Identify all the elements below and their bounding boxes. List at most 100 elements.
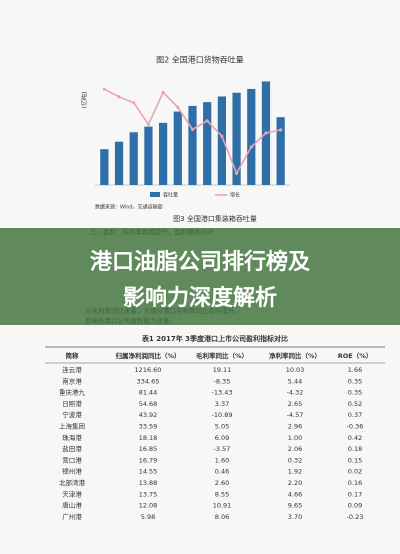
table-cell: 盐田港 (62, 444, 82, 453)
table-cell: 33.59 (139, 423, 158, 431)
line-point (205, 119, 209, 123)
bar (232, 92, 241, 185)
table-cell: 北部湾港 (59, 478, 86, 487)
table-cell: -0.23 (347, 513, 364, 521)
bar (203, 102, 212, 185)
line-point (102, 87, 106, 91)
y-axis-label: (亿吨) (81, 92, 89, 109)
table-cell: 334.65 (137, 377, 160, 385)
legend-swatch (150, 192, 160, 197)
bar (100, 149, 109, 185)
line-point (190, 127, 195, 132)
table-cell: 2.20 (288, 479, 302, 487)
table-cell: 唐山港 (62, 501, 82, 510)
legend-label: 增长 (230, 192, 240, 199)
bar (276, 117, 285, 185)
table-title: 表1 2017年 3季度港口上市公司盈利指标对比 (141, 334, 288, 343)
table-cell: 0.02 (348, 468, 362, 476)
table-cell: 54.68 (139, 400, 158, 408)
table-cell: 日照港 (62, 399, 82, 408)
figure-title: 图3 全国港口集装箱吞吐量 (173, 214, 257, 223)
table-cell: 5.05 (215, 423, 229, 431)
bar (247, 88, 256, 185)
line-point (117, 95, 121, 99)
legend-label: 吞吐量 (163, 192, 178, 199)
table-cell: 1.66 (348, 366, 362, 374)
banner (0, 228, 400, 325)
table-cell: 5.98 (141, 513, 155, 521)
table-cell: 2.06 (288, 445, 302, 453)
table-cell: 10.03 (286, 366, 305, 374)
table-cell: 锦州港 (62, 467, 82, 476)
table-cell: 1216.60 (135, 366, 162, 374)
table-cell: -10.89 (212, 411, 233, 419)
line-point (279, 128, 283, 132)
table-cell: 重庆港九 (59, 388, 86, 397)
table-cell: -3.57 (214, 445, 231, 453)
table-cell: 珠海港 (62, 433, 82, 442)
bar (129, 132, 138, 185)
table-cell: 0.35 (348, 377, 362, 385)
table-cell: 43.92 (139, 411, 158, 419)
table-cell: 8.55 (215, 490, 229, 498)
table-cell: 0.09 (348, 502, 362, 510)
line-point (249, 145, 253, 149)
table-cell: -0.36 (347, 423, 364, 431)
table-cell: 19.11 (213, 366, 232, 374)
table-cell: 0.46 (215, 468, 229, 476)
table-header: 归属净利润同比（%） (115, 351, 180, 360)
table-cell: 2.60 (215, 479, 229, 487)
table-cell: 3.70 (288, 513, 302, 521)
table-header: 简称 (66, 351, 80, 360)
table-cell: 0.52 (348, 400, 362, 408)
table-cell: 4.66 (288, 490, 302, 498)
table-cell: 宁波港 (62, 410, 82, 419)
line-point (220, 134, 224, 138)
table-cell: 12.08 (139, 502, 158, 510)
table-cell: 连云港 (62, 365, 82, 374)
table-cell: 8.06 (215, 513, 229, 521)
table-cell: 0.16 (348, 479, 362, 487)
banner-title: 影响力深度解析 (123, 285, 277, 311)
line-point (132, 101, 136, 105)
table-cell: -4.57 (287, 411, 304, 419)
table-cell: 13.75 (139, 490, 158, 498)
table-cell: 1.92 (288, 468, 302, 476)
table-cell: 0.32 (288, 456, 302, 464)
table-header: ROE（%） (338, 352, 372, 360)
table-cell: 广州港 (62, 512, 82, 521)
table-cell: 9.65 (288, 502, 302, 510)
table-cell: 0.37 (348, 411, 362, 419)
table-cell: 天津港 (62, 489, 82, 498)
bar (159, 122, 168, 185)
table-cell: 6.09 (215, 434, 229, 442)
table-cell: 18.18 (139, 434, 158, 442)
bar (173, 111, 182, 185)
chart: 吞吐量 增长 (100, 81, 285, 199)
table: 简称 归属净利润同比（%） 毛利率同比（%） 净利率同比（%） ROE（%） 连云港 121… (45, 346, 385, 521)
line-point (161, 90, 165, 94)
table-cell: 5.44 (288, 377, 302, 385)
table-cell: 3.37 (215, 400, 229, 408)
table-header: 净利率同比（%） (269, 351, 321, 360)
table-cell: 0.35 (348, 389, 362, 397)
source-note: 数据来源：Wind，交通运输部 (95, 204, 163, 211)
banner-title: 港口油脂公司排行榜及 (90, 249, 311, 275)
line-point (234, 171, 239, 175)
table-cell: 1.00 (288, 434, 302, 442)
table-cell: -13.43 (212, 389, 233, 397)
bar (217, 96, 226, 185)
table-cell: 2.65 (288, 400, 302, 408)
line-point (264, 131, 268, 135)
line-point (176, 105, 180, 109)
line-point (146, 122, 151, 127)
bar (114, 141, 124, 185)
table-cell: 2.96 (288, 423, 302, 431)
table-cell: -8.35 (214, 377, 231, 385)
table-cell: 16.85 (139, 445, 158, 453)
table-cell: 0.42 (348, 434, 362, 442)
table-cell: 1.60 (215, 456, 229, 464)
table-cell: 营口港 (62, 455, 82, 464)
table-cell: 10.91 (213, 502, 232, 510)
